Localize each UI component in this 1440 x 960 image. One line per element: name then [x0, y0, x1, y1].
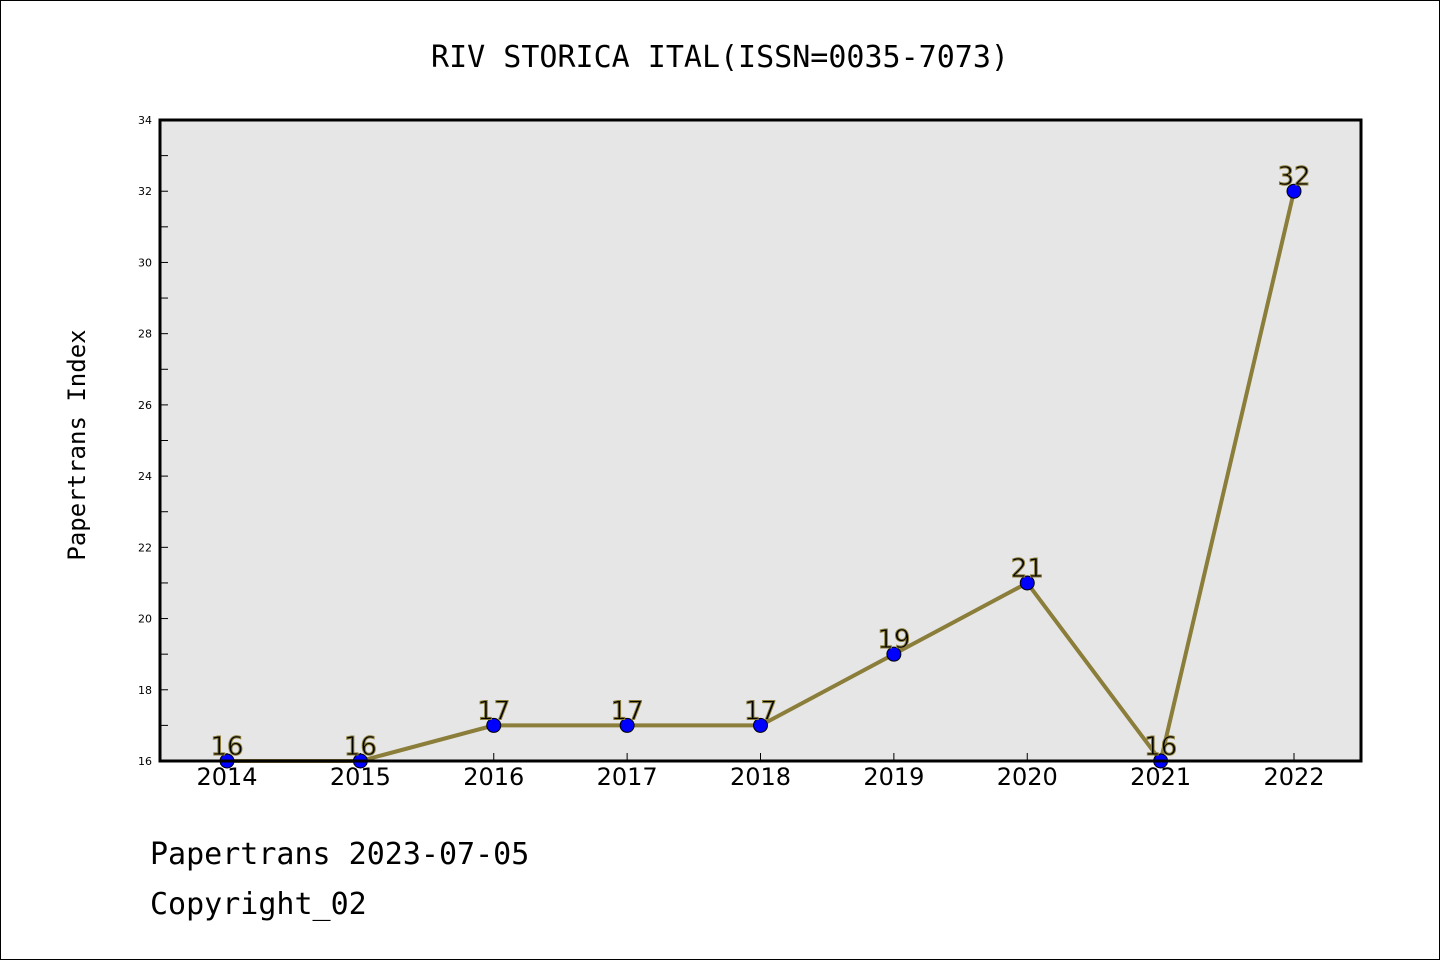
y-tick-label: 24	[138, 470, 152, 483]
data-label: 16	[344, 732, 377, 762]
data-point	[753, 717, 768, 733]
y-tick-label: 30	[138, 256, 152, 269]
y-tick-label: 32	[138, 185, 152, 198]
x-tick-label: 2020	[997, 763, 1058, 791]
data-label: 32	[1277, 162, 1310, 192]
footer-copyright: Copyright_02	[150, 887, 367, 922]
y-axis-label: Papertrans Index	[63, 329, 91, 560]
y-tick-label: 34	[138, 114, 152, 127]
x-tick-label: 2018	[730, 763, 791, 791]
footer-date: Papertrans 2023-07-05	[150, 837, 529, 872]
data-point	[1019, 575, 1035, 591]
x-tick-label: 2017	[597, 763, 658, 791]
chart-title: RIV STORICA ITAL(ISSN=0035-7073)	[431, 40, 1009, 75]
plot-area	[160, 120, 1361, 761]
data-point	[619, 717, 635, 733]
x-tick-label: 2022	[1263, 763, 1324, 791]
data-point	[486, 717, 502, 733]
data-point	[886, 646, 902, 662]
x-tick-label: 2016	[463, 763, 524, 791]
data-label: 19	[877, 625, 910, 655]
y-tick-label: 28	[138, 328, 152, 341]
y-tick-label: 20	[138, 613, 152, 626]
data-label: 16	[1144, 732, 1177, 762]
y-tick-label: 26	[138, 399, 152, 412]
data-label: 21	[1011, 554, 1044, 584]
y-tick-label: 22	[138, 541, 152, 554]
y-tick-label: 18	[138, 684, 152, 697]
data-series: 16 16 17 17 17 19 21 16 32	[210, 162, 1311, 769]
x-tick-label: 2019	[863, 763, 924, 791]
data-label: 17	[744, 696, 777, 726]
y-tick-label: 16	[138, 755, 152, 768]
data-label: 17	[477, 696, 510, 726]
data-label: 16	[210, 732, 243, 762]
data-label: 17	[611, 696, 644, 726]
data-point	[1286, 183, 1302, 199]
plot-border	[158, 118, 1363, 763]
